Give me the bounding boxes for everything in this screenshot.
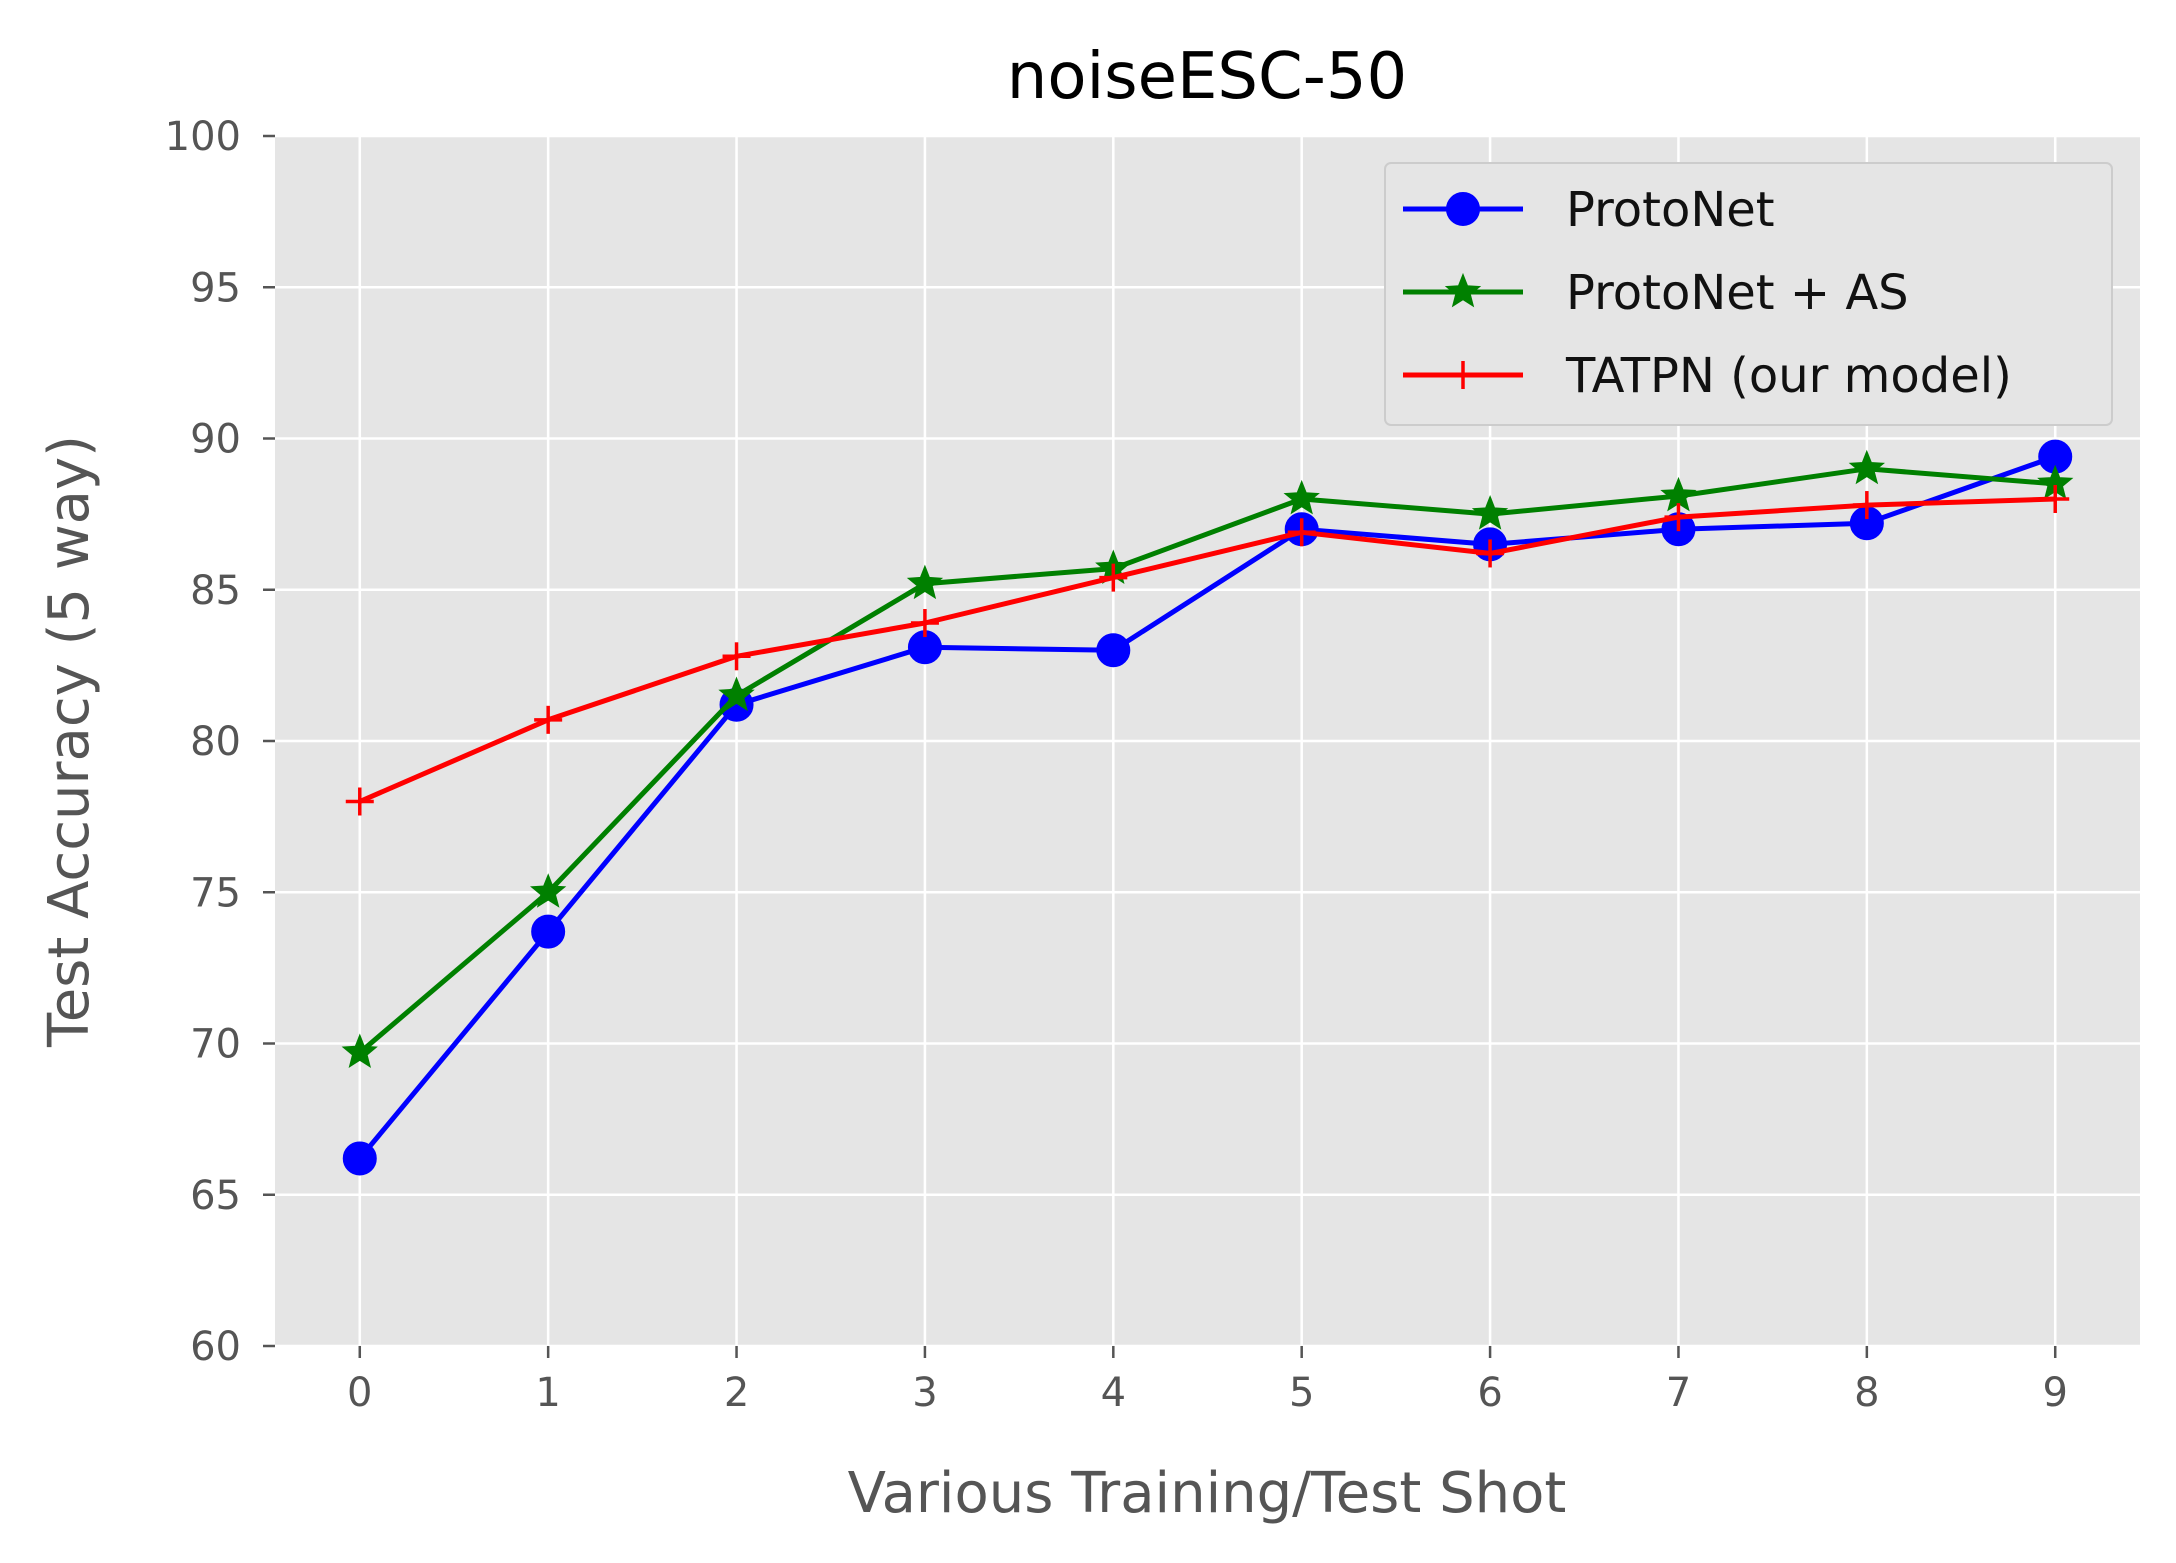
data-point <box>1852 491 1881 520</box>
legend-box <box>1384 162 2113 426</box>
x-tick-label: 8 <box>1854 1370 1879 1416</box>
data-point <box>1287 518 1316 547</box>
legend-label: ProtoNet <box>1566 182 1775 238</box>
data-point <box>345 787 374 816</box>
x-tick-label: 6 <box>1477 1370 1502 1416</box>
series-line <box>358 466 2056 1055</box>
legend-label: ProtoNet + AS <box>1566 265 1909 321</box>
y-tick-label: 70 <box>190 1022 241 1068</box>
data-point <box>341 1033 378 1069</box>
data-point <box>530 873 567 908</box>
data-point <box>906 564 944 600</box>
data-point <box>1283 479 1320 515</box>
data-point <box>342 1141 377 1176</box>
x-tick-label: 5 <box>1289 1370 1314 1416</box>
data-point <box>1660 476 1697 512</box>
legend: ProtoNet ProtoNet + AS TATPN (our model) <box>1384 162 2113 426</box>
data-point <box>718 676 755 712</box>
y-tick-label: 100 <box>165 114 241 160</box>
series-layer <box>341 439 2074 1176</box>
data-point <box>1099 563 1128 592</box>
data-point <box>722 642 751 671</box>
series-line <box>358 496 2056 804</box>
data-point <box>2041 485 2070 513</box>
x-tick-label: 2 <box>724 1370 749 1416</box>
data-point <box>534 705 563 734</box>
x-tick-label: 1 <box>535 1370 560 1416</box>
y-tick-label: 75 <box>190 870 241 916</box>
data-point <box>1848 449 1885 485</box>
axis-ticks: 0 1 2 3 4 5 6 7 8 9 60 65 70 75 80 85 90 95 100 <box>165 114 2068 1416</box>
data-point <box>531 914 566 949</box>
series-3 <box>345 485 2070 816</box>
data-point <box>1096 633 1131 668</box>
grid <box>275 134 2140 1348</box>
legend-item: ProtoNet <box>1403 182 1775 238</box>
data-point <box>1664 503 1693 532</box>
x-axis-label: Various Training/Test Shot <box>848 1461 1567 1526</box>
data-point <box>1471 494 1509 530</box>
y-tick-label: 80 <box>190 719 241 765</box>
series-line <box>357 454 2057 1160</box>
y-tick-label: 95 <box>190 265 241 311</box>
y-tick-label: 85 <box>190 568 241 614</box>
y-tick-label: 60 <box>190 1324 241 1370</box>
legend-marker <box>1446 192 1480 226</box>
data-point <box>910 609 939 638</box>
x-tick-label: 9 <box>2043 1370 2068 1416</box>
data-point <box>1476 539 1505 568</box>
y-axis-label: Test Accuracy (5 way) <box>37 435 102 1048</box>
legend-item: TATPN (our model) <box>1403 348 2012 404</box>
x-tick-label: 3 <box>912 1370 937 1416</box>
x-tick-label: 7 <box>1666 1370 1691 1416</box>
legend-label: TATPN (our model) <box>1565 348 2012 404</box>
y-tick-label: 65 <box>190 1173 241 1219</box>
y-tick-label: 90 <box>190 417 241 463</box>
legend-marker <box>1444 272 1482 308</box>
legend-item: ProtoNet + AS <box>1403 265 1909 321</box>
x-tick-label: 4 <box>1101 1370 1126 1416</box>
x-tick-label: 0 <box>347 1370 372 1416</box>
chart-title: noiseESC-50 <box>1007 40 1408 114</box>
legend-marker <box>1449 361 1477 389</box>
